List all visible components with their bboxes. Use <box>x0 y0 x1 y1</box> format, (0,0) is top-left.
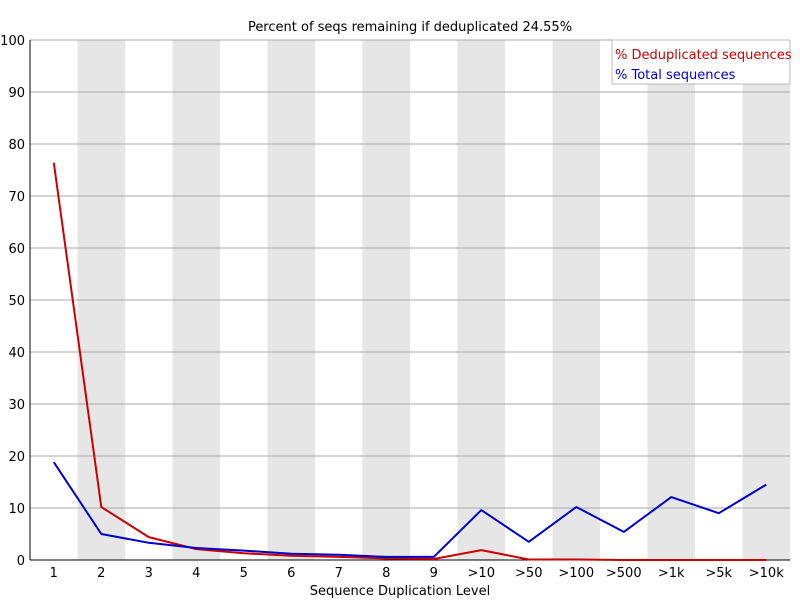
x-tick-label: 5 <box>240 566 248 581</box>
x-tick-label: 6 <box>287 566 295 581</box>
y-tick-label: 50 <box>8 294 25 309</box>
x-tick-label: >50 <box>515 566 542 581</box>
y-tick-label: 0 <box>17 554 25 569</box>
y-tick-label: 30 <box>8 398 25 413</box>
y-tick-label: 80 <box>8 138 25 153</box>
x-tick-label: 8 <box>382 566 390 581</box>
x-tick-label: >100 <box>558 566 594 581</box>
x-tick-label: >1k <box>658 566 685 581</box>
x-tick-label: 2 <box>97 566 105 581</box>
y-tick-label: 20 <box>8 450 25 465</box>
x-tick-label: 1 <box>50 566 58 581</box>
x-tick-label: 3 <box>145 566 153 581</box>
x-tick-label: >10 <box>468 566 495 581</box>
y-tick-label: 60 <box>8 242 25 257</box>
chart-title: Percent of seqs remaining if deduplicate… <box>248 20 572 35</box>
x-tick-label: 9 <box>430 566 438 581</box>
series-line-1 <box>52 461 767 558</box>
x-tick-label: >5k <box>705 566 732 581</box>
axes: 0 10 20 30 40 50 60 70 80 90 100 1 2 3 4 5 6 7 8 9 >10 >50 >10… <box>0 34 790 581</box>
x-tick-label: >10k <box>749 566 784 581</box>
legend: % Deduplicated sequences % Total sequence… <box>611 39 792 85</box>
x-tick-label: >500 <box>606 566 642 581</box>
y-tick-label: 70 <box>8 190 25 205</box>
series-line-0 <box>52 162 767 561</box>
y-tick-label: 10 <box>8 502 25 517</box>
y-tick-label: 100 <box>0 34 25 49</box>
y-tick-label: 90 <box>8 86 25 101</box>
legend-entry: % Deduplicated sequences <box>615 48 792 63</box>
legend-box <box>611 39 791 85</box>
x-tick-label: 4 <box>192 566 200 581</box>
x-tick-label: 7 <box>335 566 343 581</box>
series-lines <box>52 162 767 561</box>
y-tick-label: 40 <box>8 346 25 361</box>
legend-entry: % Total sequences <box>615 68 736 83</box>
x-axis-label: Sequence Duplication Level <box>310 584 490 599</box>
